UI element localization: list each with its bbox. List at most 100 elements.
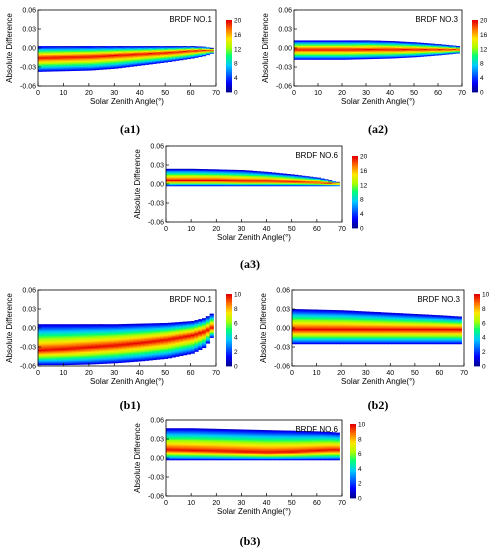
heatmap-cell [41,350,47,353]
heatmap-cell [337,41,342,44]
heatmap-cell [226,169,231,172]
heatmap-cell [245,182,250,184]
heatmap-cell [421,322,426,324]
heatmap-cell [337,58,342,60]
heatmap-cell [125,56,130,59]
heatmap-cell [233,169,239,172]
heatmap-cell [118,348,123,351]
heatmap-cell [420,44,424,47]
colorbar-segment [226,328,232,331]
heatmap-cell [121,55,127,58]
heatmap-cell [184,449,190,452]
heatmap-cell [152,357,157,359]
heatmap-cell [110,325,115,327]
heatmap-cell [140,353,146,355]
heatmap-cell [156,356,161,359]
heatmap-cell [324,184,329,187]
heatmap-cell [175,353,180,356]
heatmap-cell [49,344,54,347]
heatmap-cell [79,344,85,346]
heatmap-cell [188,448,193,451]
heatmap-cell [121,324,127,326]
heatmap-cell [83,354,88,356]
heatmap-cell [402,42,406,44]
heatmap-cell [53,48,58,50]
heatmap-cell [179,335,184,338]
heatmap-cell [91,329,96,332]
heatmap-cell [337,51,342,54]
heatmap-cell [129,58,134,61]
heatmap-cell [424,326,429,328]
heatmap-cell [156,331,161,334]
heatmap-cell [317,317,322,319]
heatmap-cell [102,58,108,61]
heatmap-cell [118,328,123,331]
heatmap-cell [91,358,96,361]
y-tick-label: -0.06 [274,364,290,371]
heatmap-cell [196,443,201,446]
heatmap-cell [179,339,184,341]
heatmap-cell [409,318,415,321]
heatmap-cell [314,331,319,333]
heatmap-cell [439,323,444,326]
heatmap-cell [347,337,352,340]
chart-title: BRDF NO.3 [417,295,460,304]
heatmap-cell [64,327,69,330]
heatmap-cell [428,332,433,335]
colorbar-segment [474,322,480,325]
heatmap-cell [423,52,428,54]
heatmap-cell [417,327,422,330]
heatmap-cell [211,171,216,174]
heatmap-cell [328,318,333,321]
heatmap-cell [179,353,184,355]
heatmap-cell [233,177,239,179]
heatmap-cell [169,447,174,449]
heatmap-cell [398,315,403,318]
heatmap-cell [76,326,81,329]
heatmap-cell [38,345,43,348]
heatmap-cell [295,313,300,316]
heatmap-cell [175,59,180,61]
colorbar-segment [352,197,358,200]
heatmap-cell [306,329,311,332]
heatmap-cell [325,317,330,319]
heatmap-cell [125,52,130,55]
heatmap-cell [68,59,73,61]
heatmap-cell [226,170,231,173]
heatmap-cell [358,336,363,338]
heatmap-cell [144,331,150,333]
heatmap-cell [38,65,43,67]
heatmap-cell [175,47,180,50]
chart-panel: 0 10 20 30 40 50 60 700.060.030.00-0.03-0.06BRD… [259,288,490,413]
heatmap-cell [402,53,406,56]
x-tick-label: 30 [110,90,118,97]
heatmap-cell [49,49,54,52]
heatmap-cell [295,341,300,343]
heatmap-cell [38,70,43,72]
x-tick-label: 70 [212,370,220,377]
colorbar-segment [472,83,478,86]
heatmap-cell [303,337,308,340]
heatmap-cell [336,326,341,328]
heatmap-cell [308,56,313,59]
heatmap-cell [435,340,440,342]
heatmap-cell [125,46,130,47]
heatmap-cell [218,180,223,183]
heatmap-cell [175,52,180,55]
heatmap-cell [148,327,153,329]
heatmap-cell [420,51,424,53]
heatmap-cell [398,332,403,335]
heatmap-cell [301,56,306,59]
heatmap-cell [402,51,406,53]
heatmap-cell [409,340,415,342]
heatmap-cell [309,180,314,183]
heatmap-cell [173,454,178,457]
heatmap-cell [182,344,188,347]
heatmap-cell [87,68,92,71]
heatmap-cell [402,314,407,317]
heatmap-cell [340,41,345,44]
heatmap-cell [241,175,246,178]
heatmap-cell [156,49,161,51]
heatmap-cell [395,326,400,328]
heatmap-cell [106,361,111,364]
